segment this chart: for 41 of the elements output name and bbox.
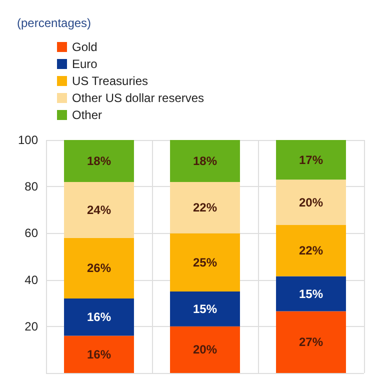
bar [276,311,346,373]
data-label: 16% [86,347,112,362]
chart-subtitle: (percentages) [17,16,92,30]
data-label: 25% [192,255,218,270]
bar [170,326,240,373]
bar [64,140,134,182]
y-tick-label: 40 [24,272,38,287]
legend-label: Euro [72,57,98,71]
bar [64,336,134,373]
bar [276,140,346,180]
bar [170,140,240,182]
data-label: 24% [86,202,112,217]
bar [276,180,346,226]
data-label: 27% [298,335,324,350]
y-tick-label: 60 [24,226,38,240]
bar [170,182,240,234]
data-label: 15% [298,286,324,301]
bar [64,238,134,298]
bar [64,182,134,238]
data-label: 17% [298,152,324,167]
data-label: 16% [86,310,112,324]
data-label: 26% [86,261,112,276]
bar [170,233,240,292]
y-tick-label: 100 [18,133,38,147]
data-label: 22% [192,200,218,215]
data-label: 18% [192,154,218,168]
data-label: 20% [192,342,218,357]
legend-label: Other [72,108,102,122]
data-label: 18% [86,154,112,168]
bar [64,298,134,336]
data-label: 15% [192,302,218,316]
data-label: 22% [298,244,324,258]
data-label: 20% [298,195,324,210]
bar [276,276,346,312]
y-tick-label: 20 [24,319,38,334]
legend-label: Gold [72,40,98,54]
bar [276,225,346,276]
legend-label: US Treasuries [72,74,148,88]
legend-label: Other US dollar reserves [72,91,204,105]
y-tick-label: 80 [24,180,38,194]
bar [170,291,240,326]
